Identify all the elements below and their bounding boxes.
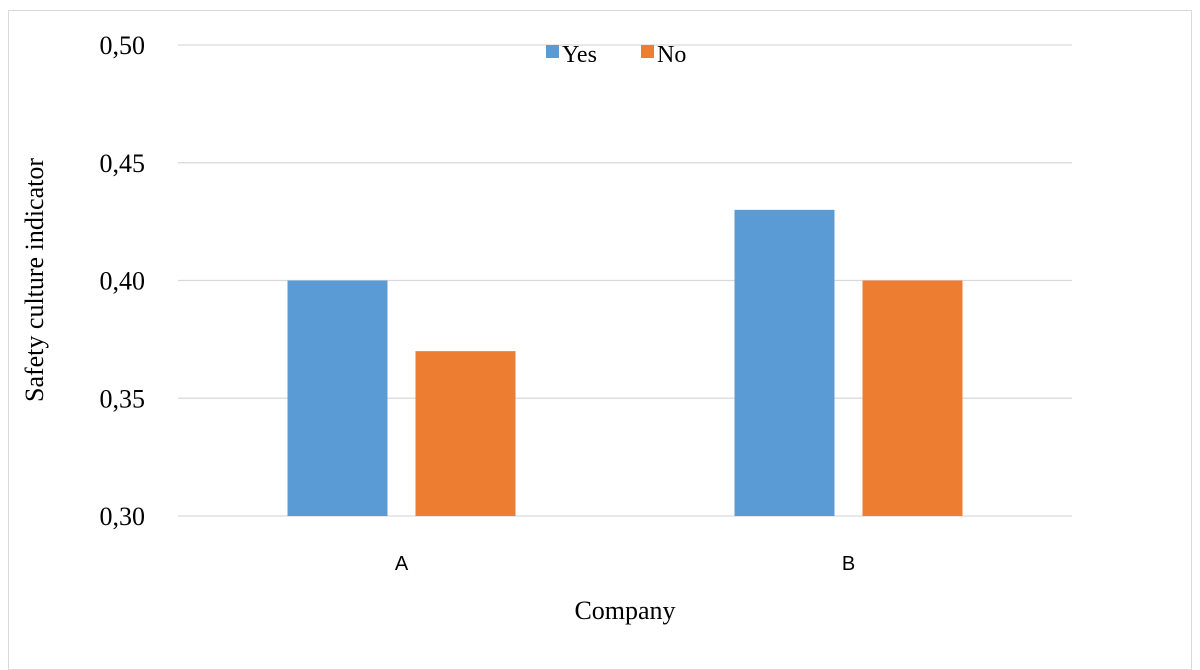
y-tick-label: 0,45 [100, 149, 146, 178]
y-tick-label: 0,35 [100, 384, 146, 413]
bar-no-a [415, 351, 516, 516]
legend-swatch-no [641, 45, 654, 58]
y-tick-label: 0,50 [100, 31, 146, 60]
legend-label-yes: Yes [562, 42, 597, 68]
x-tick-label: B [842, 553, 855, 575]
bar-yes-a [287, 280, 388, 516]
y-axis-label: Safety culture indicator [20, 158, 49, 402]
x-axis-label: Company [574, 596, 675, 625]
y-tick-label: 0,30 [100, 502, 146, 531]
legend-swatch-yes [546, 45, 559, 58]
y-tick-label: 0,40 [100, 267, 146, 296]
bar-yes-b [734, 209, 835, 516]
y-axis: 0,50 0,45 0,40 0,35 0,30 [100, 31, 146, 531]
bars [287, 209, 963, 516]
legend-label-no: No [657, 42, 686, 68]
x-tick-label: A [395, 553, 409, 575]
chart-frame [8, 10, 1192, 670]
legend: Yes No [546, 42, 686, 68]
bar-no-b [862, 280, 963, 516]
